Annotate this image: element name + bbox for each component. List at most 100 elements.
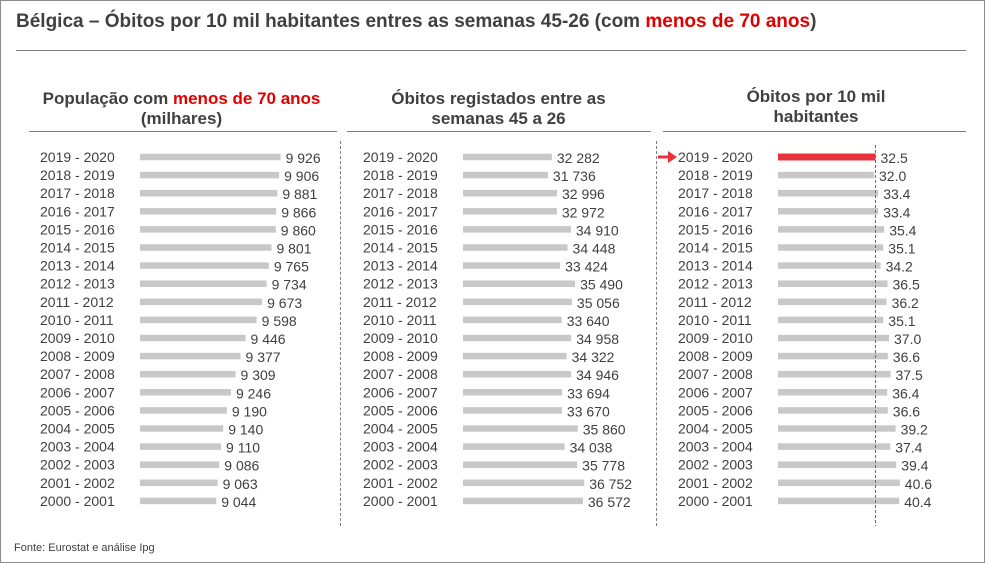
category-label: 2017 - 2018	[40, 185, 115, 201]
bar	[140, 226, 276, 233]
bar	[140, 479, 218, 487]
title-text: Bélgica – Óbitos por 10 mil habitantes e…	[16, 11, 646, 32]
value-label: 9 377	[246, 349, 281, 365]
bar	[463, 262, 561, 269]
category-label: 2019 - 2020	[363, 149, 438, 165]
value-label: 36.4	[892, 385, 919, 401]
category-label: 2001 - 2002	[678, 475, 753, 491]
bar	[463, 443, 565, 450]
value-label: 33.4	[883, 204, 910, 220]
bar	[463, 226, 571, 233]
category-label: 2014 - 2015	[363, 240, 438, 256]
bar	[140, 352, 241, 360]
bar	[463, 280, 576, 287]
category-label: 2009 - 2010	[40, 330, 115, 346]
value-label: 35 490	[580, 277, 623, 293]
panel-title-rate: Óbitos por 10 mil habitantes	[746, 87, 886, 126]
category-label: 2007 - 2008	[40, 366, 115, 382]
category-label: 2018 - 2019	[363, 167, 438, 183]
value-label: 32.5	[881, 150, 908, 166]
category-label: 2012 - 2013	[363, 276, 438, 292]
bar	[778, 262, 881, 269]
category-label: 2012 - 2013	[40, 276, 115, 292]
panel-divider	[663, 131, 966, 132]
bar	[463, 425, 578, 432]
title-highlight: menos de 70 anos	[645, 11, 811, 32]
value-label: 33 424	[565, 259, 608, 275]
category-label: 2003 - 2004	[678, 439, 753, 455]
category-label: 2009 - 2010	[363, 330, 438, 346]
value-label: 36.2	[892, 295, 919, 311]
panel-title-deaths: Óbitos registados entre as semanas 45 a …	[391, 89, 606, 128]
bar	[463, 153, 552, 161]
bar	[140, 153, 281, 161]
bar	[778, 425, 896, 432]
value-label: 33 670	[567, 403, 610, 419]
category-label: 2014 - 2015	[40, 240, 115, 256]
value-label: 33 640	[567, 313, 610, 329]
bar	[463, 461, 578, 468]
value-label: 36.6	[893, 349, 920, 365]
bar	[463, 479, 585, 487]
value-label: 9 926	[286, 150, 321, 166]
bar	[140, 425, 224, 432]
value-label: 9 765	[274, 259, 309, 275]
category-label: 2006 - 2007	[678, 384, 753, 400]
panel-divider	[347, 131, 651, 132]
category-label: 2003 - 2004	[363, 439, 438, 455]
category-label: 2009 - 2010	[678, 330, 753, 346]
panel-title-population: População com menos de 70 anos (milhares…	[29, 89, 334, 129]
value-label: 39.2	[901, 422, 928, 438]
bar	[463, 189, 558, 197]
category-label: 2001 - 2002	[363, 475, 438, 491]
category-label: 2018 - 2019	[40, 167, 115, 183]
value-label: 36 752	[589, 476, 632, 492]
bar	[463, 370, 572, 378]
value-label: 33.4	[883, 186, 910, 202]
category-label: 2016 - 2017	[363, 203, 438, 219]
bar	[778, 352, 888, 360]
bar	[778, 316, 884, 324]
value-label: 36 572	[588, 494, 631, 510]
title-divider	[16, 50, 966, 51]
bar	[778, 280, 888, 287]
value-label: 34 910	[576, 222, 619, 238]
bar	[140, 262, 269, 269]
category-label: 2019 - 2020	[40, 149, 115, 165]
category-label: 2016 - 2017	[678, 203, 753, 219]
value-label: 35.1	[888, 241, 915, 257]
category-label: 2005 - 2006	[363, 402, 438, 418]
category-label: 2007 - 2008	[678, 366, 753, 382]
page-title: Bélgica – Óbitos por 10 mil habitantes e…	[16, 11, 816, 33]
column-separator	[340, 141, 341, 526]
category-label: 2011 - 2012	[363, 294, 437, 310]
bar	[463, 334, 572, 342]
bar	[463, 352, 567, 360]
bar	[463, 316, 562, 324]
category-label: 2019 - 2020	[678, 149, 753, 165]
value-label: 40.6	[905, 476, 932, 492]
bar	[778, 298, 887, 306]
value-label: 9 246	[236, 385, 271, 401]
value-label: 9 881	[282, 186, 317, 202]
value-label: 9 110	[226, 440, 260, 456]
bar	[778, 407, 888, 414]
highlighted-bar	[778, 153, 876, 161]
bar	[778, 244, 884, 251]
value-label: 9 866	[281, 204, 316, 220]
category-label: 2002 - 2003	[678, 457, 753, 473]
value-label: 34 448	[573, 241, 616, 257]
value-label: 40.4	[904, 494, 931, 510]
bar	[463, 407, 562, 414]
value-label: 34 946	[576, 367, 619, 383]
value-label: 33 694	[567, 385, 610, 401]
bar	[140, 407, 227, 414]
value-label: 9 598	[262, 313, 297, 329]
category-label: 2013 - 2014	[678, 258, 753, 274]
footnote: Fonte: Eurostat e análise Ipg	[14, 542, 155, 554]
category-label: 2008 - 2009	[40, 348, 115, 364]
category-label: 2006 - 2007	[40, 384, 115, 400]
category-label: 2015 - 2016	[363, 221, 438, 237]
category-label: 2011 - 2012	[40, 294, 114, 310]
